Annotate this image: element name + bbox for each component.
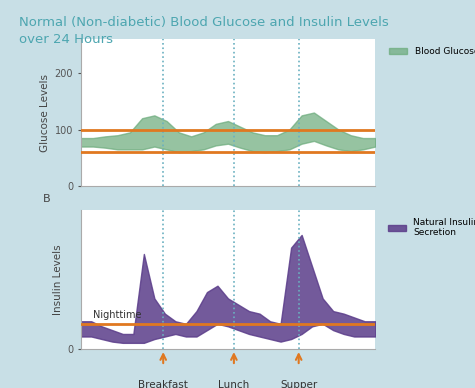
Text: Lunch: Lunch (218, 380, 249, 388)
Legend: Blood Glucose: Blood Glucose (386, 43, 475, 59)
Y-axis label: Glucose Levels: Glucose Levels (40, 73, 50, 152)
Legend: Natural Insulin
Secretion: Natural Insulin Secretion (384, 214, 475, 241)
Text: Nighttime: Nighttime (93, 310, 141, 320)
Text: Supper: Supper (280, 380, 317, 388)
Text: Normal (Non-diabetic) Blood Glucose and Insulin Levels
over 24 Hours: Normal (Non-diabetic) Blood Glucose and … (19, 16, 389, 45)
Y-axis label: Insulin Levels: Insulin Levels (53, 244, 63, 315)
Text: Breakfast: Breakfast (138, 380, 188, 388)
Text: B: B (42, 194, 50, 204)
